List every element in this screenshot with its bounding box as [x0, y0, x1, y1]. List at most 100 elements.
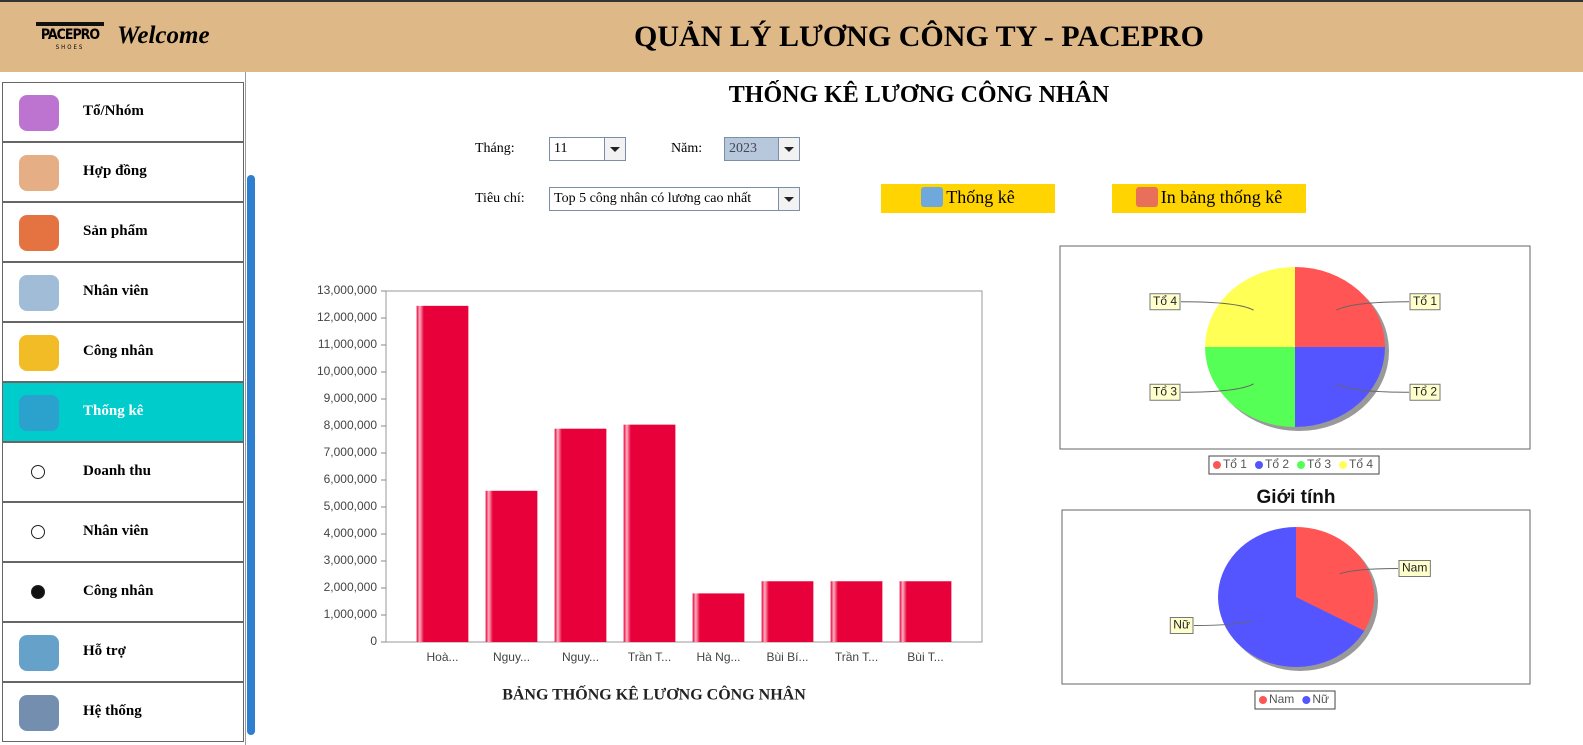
- menu-label: Thống kê: [83, 403, 144, 419]
- menu-item[interactable]: Sản phẩm: [2, 202, 244, 262]
- logo-sub: SHOES: [55, 44, 85, 51]
- header: PACEPRO SHOES Welcome QUẢN LÝ LƯƠNG CÔNG…: [0, 0, 1583, 72]
- menu-label: Nhân viên: [83, 523, 149, 539]
- icon: [19, 275, 59, 311]
- icon: [19, 695, 59, 731]
- slice-label: Nữ: [1173, 618, 1190, 632]
- label-box: [1149, 383, 1181, 401]
- bar: [830, 581, 883, 642]
- legend-label: Tổ 4: [1349, 457, 1373, 471]
- year-label: Năm:: [671, 141, 703, 156]
- x-tick-label: Hoà...: [426, 650, 458, 664]
- x-tick-label: Nguy...: [493, 650, 530, 664]
- slice-label: Nam: [1402, 561, 1427, 575]
- bar: [623, 424, 676, 642]
- legend-swatch: [1212, 461, 1221, 469]
- slice-label: Tổ 1: [1413, 294, 1437, 308]
- label-line: [1336, 383, 1410, 393]
- menu-label: Doanh thu: [83, 463, 151, 479]
- legend-label: Tổ 3: [1307, 457, 1331, 471]
- legend-swatch: [1339, 461, 1348, 469]
- legend-swatch: [1254, 461, 1263, 469]
- year-combo[interactable]: 2023: [724, 137, 800, 161]
- month-value: 11: [554, 141, 568, 156]
- print-button[interactable]: In bảng thống kê: [1112, 184, 1306, 213]
- bar: [692, 593, 745, 642]
- radio-item[interactable]: Doanh thu: [2, 442, 244, 502]
- pie-slice: [1205, 347, 1295, 427]
- y-tick-label: 1,000,000: [324, 607, 378, 621]
- stats-button-label: Thống kê: [946, 187, 1015, 207]
- pie-shadow: [1209, 271, 1389, 431]
- y-tick-label: 2,000,000: [324, 580, 378, 594]
- menu-item[interactable]: Hệ thống: [2, 682, 244, 742]
- menu-item[interactable]: Thống kê: [2, 382, 244, 442]
- icon: [19, 215, 59, 251]
- x-tick-label: Hà Ng...: [696, 650, 740, 664]
- radio-item[interactable]: Nhân viên: [2, 502, 244, 562]
- menu-label: Hệ thống: [83, 703, 142, 719]
- sidebar: Tổ/Nhóm Hợp đồng Sản phẩm Nhân viên Công nhâ…: [0, 72, 246, 745]
- legend-swatch: [1297, 461, 1305, 469]
- bar: [554, 428, 607, 642]
- x-tick-label: Trần T...: [835, 650, 878, 664]
- slice-label: Tổ 4: [1153, 294, 1177, 308]
- chart-title: BẢNG THỐNG KÊ LƯƠNG CÔNG NHÂN: [502, 684, 806, 704]
- criteria-combo[interactable]: Top 5 công nhân có lương cao nhất: [549, 187, 800, 211]
- x-tick-label: Trần T...: [628, 650, 671, 664]
- legend-label: Nữ: [1312, 692, 1329, 706]
- label-box: [1169, 617, 1194, 635]
- plot-area: [385, 290, 983, 643]
- label-box: [1409, 293, 1441, 311]
- menu-label: Hợp đồng: [83, 163, 147, 179]
- pie-slice: [1205, 267, 1295, 347]
- icon: [19, 95, 59, 131]
- menu-label: Sản phẩm: [83, 223, 148, 239]
- y-tick-label: 10,000,000: [317, 364, 377, 378]
- y-tick-label: 3,000,000: [324, 553, 378, 567]
- label-box: [1149, 293, 1181, 311]
- app-title: QUẢN LÝ LƯƠNG CÔNG TY - PACEPRO: [634, 20, 1204, 53]
- menu-item[interactable]: Công nhân: [2, 322, 244, 382]
- label-line: [1336, 301, 1410, 311]
- menu-item[interactable]: Hợp đồng: [2, 142, 244, 202]
- y-tick-label: 5,000,000: [324, 499, 378, 513]
- stats-button[interactable]: Thống kê: [881, 184, 1055, 213]
- print-button-label: In bảng thống kê: [1160, 187, 1283, 207]
- icon: [19, 335, 59, 371]
- y-tick-label: 7,000,000: [324, 445, 378, 459]
- legend-swatch: [1258, 696, 1267, 704]
- slice-label: Tổ 3: [1153, 384, 1177, 398]
- x-tick-label: Bùi T...: [907, 650, 943, 664]
- menu-item[interactable]: Tổ/Nhóm: [2, 82, 244, 142]
- scrollbar[interactable]: [247, 175, 255, 735]
- legend-frame: [1208, 455, 1380, 475]
- radio: [31, 525, 45, 539]
- y-tick-label: 0: [370, 634, 377, 648]
- pie-frame: [1061, 509, 1531, 685]
- x-tick-label: Nguy...: [562, 650, 599, 664]
- menu-label: Công nhân: [83, 583, 154, 599]
- slice-label: Tổ 2: [1413, 384, 1437, 398]
- label-box: [1398, 559, 1431, 577]
- label-line: [1193, 619, 1253, 627]
- content-title: THỐNG KÊ LƯƠNG CÔNG NHÂN: [728, 82, 1110, 108]
- menu-label: Công nhân: [83, 343, 154, 359]
- icon: [19, 635, 59, 671]
- bar: [416, 305, 469, 642]
- label-box: [1409, 383, 1441, 401]
- month-combo[interactable]: 11: [549, 137, 626, 161]
- y-tick-label: 4,000,000: [324, 526, 378, 540]
- radio-item[interactable]: Công nhân: [2, 562, 244, 622]
- menu-item[interactable]: Nhân viên: [2, 262, 244, 322]
- pie-slice: [1296, 527, 1375, 631]
- month-label: Tháng:: [475, 141, 515, 156]
- menu-item[interactable]: Hỗ trợ: [2, 622, 244, 682]
- logo-text: PACEPRO: [36, 22, 104, 44]
- pie-slice: [1295, 347, 1385, 427]
- pie-frame: [1059, 245, 1531, 450]
- year-value: 2023: [729, 141, 757, 156]
- y-tick-label: 13,000,000: [317, 283, 377, 297]
- radio: [31, 465, 45, 479]
